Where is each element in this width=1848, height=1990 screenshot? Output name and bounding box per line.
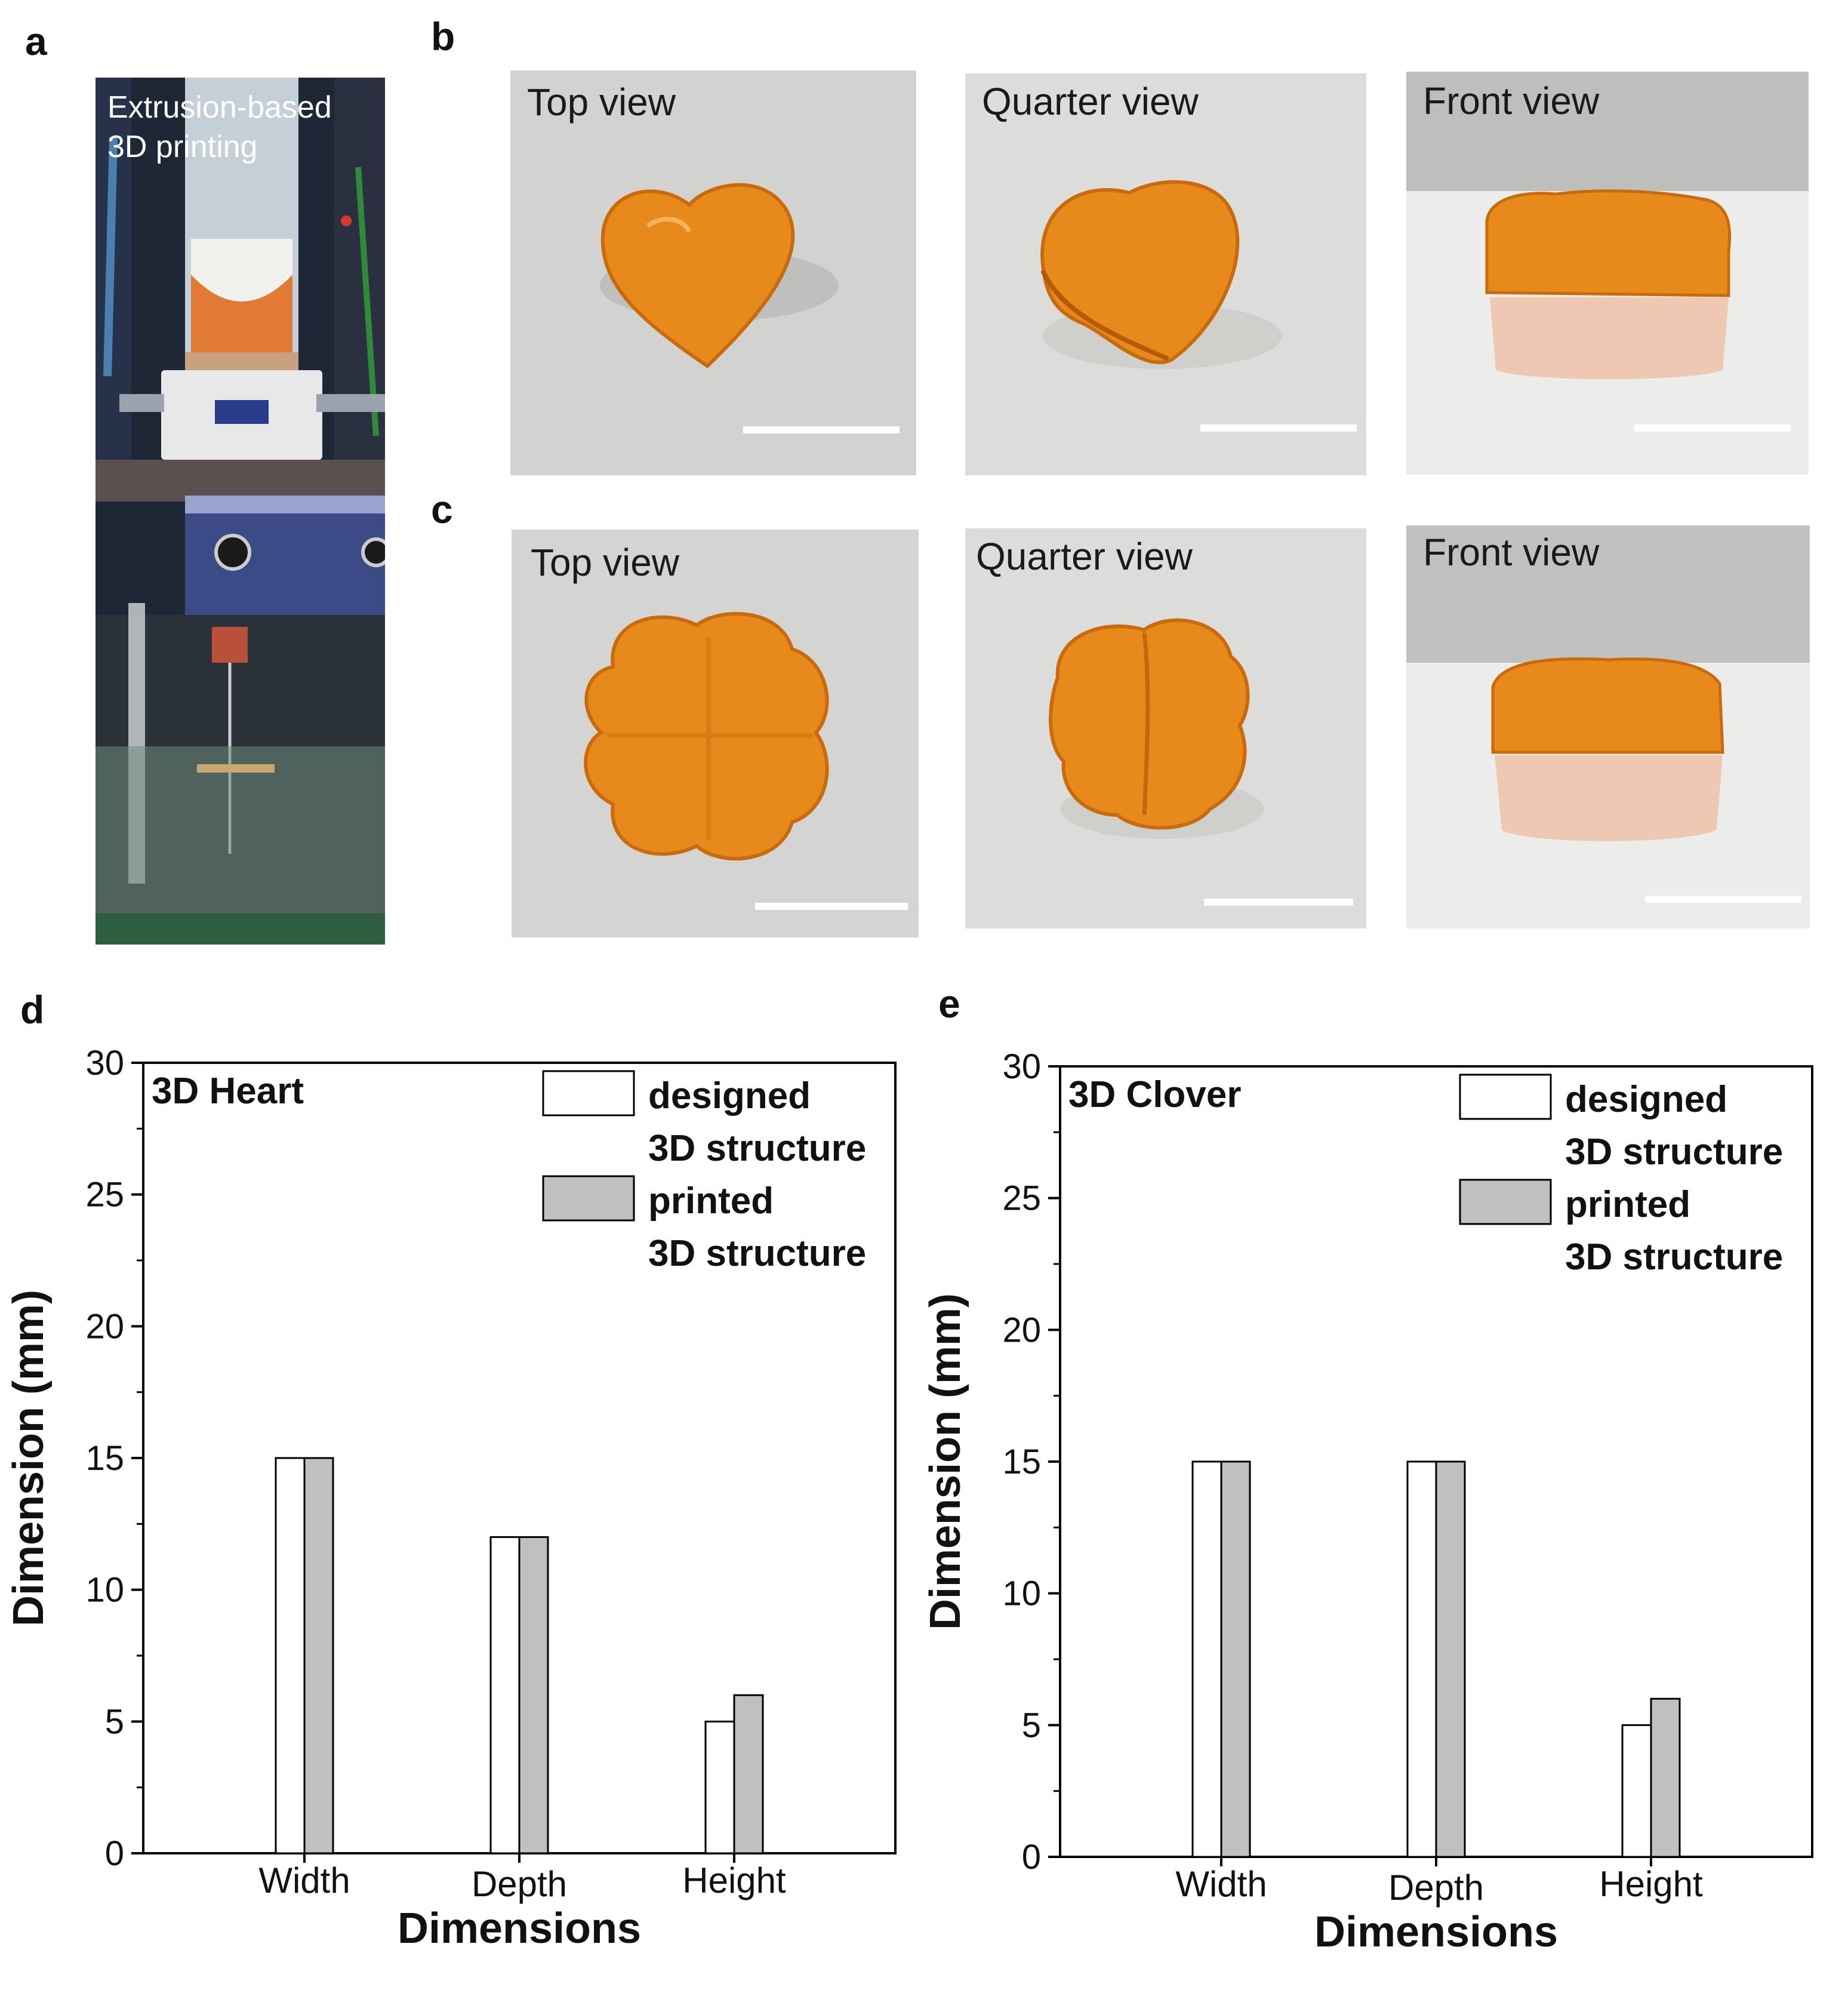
y-tick-label: 15	[1002, 1442, 1041, 1481]
bar-width-designed	[275, 1457, 306, 1854]
x-axis-title: Dimensions	[398, 1905, 641, 1952]
y-axis-title: Dimension (mm)	[922, 1293, 969, 1630]
y-tick-label: 10	[1002, 1574, 1041, 1613]
x-tick-label: Depth	[472, 1864, 567, 1904]
legend-swatch-designed	[542, 1070, 635, 1117]
bar-height-designed	[1621, 1724, 1652, 1858]
clover-dimension-chart: 0 5 10 15 20 25 30 Width Depth Height Dimensions Di…	[922, 1047, 1813, 1956]
scale-bar	[1204, 899, 1353, 906]
legend-swatch-printed	[1459, 1179, 1552, 1225]
scale-bar	[1634, 425, 1791, 432]
clover-front-shape	[1406, 525, 1810, 928]
heart-front-shape	[1406, 72, 1809, 475]
bar-height-designed	[704, 1720, 735, 1854]
y-tick-label: 30	[1002, 1047, 1041, 1086]
y-tick-label: 30	[85, 1044, 124, 1082]
heart-dimension-chart: 0 5 10 15 20 25 30 Width Depth Height Dimensions Di…	[5, 1044, 897, 1952]
x-axis-title: Dimensions	[1314, 1908, 1558, 1956]
panel-letter-b: b	[431, 14, 455, 59]
clover-front-view-label: Front view	[1423, 531, 1600, 574]
y-tick-label: 0	[1022, 1838, 1041, 1877]
bar-width-printed	[303, 1457, 334, 1854]
scale-bar	[1645, 896, 1801, 903]
legend-label: 3D structure	[648, 1233, 866, 1274]
scale-bar	[755, 903, 908, 910]
printer-photo: Extrusion-based 3D printing	[96, 78, 385, 945]
bar-depth-printed	[1435, 1460, 1466, 1858]
x-tick-label: Height	[1599, 1864, 1703, 1904]
legend-swatch-designed	[1459, 1074, 1552, 1120]
legend-swatch-printed	[542, 1175, 635, 1222]
heart-top-view-label: Top view	[527, 81, 676, 124]
panel-letter-d: d	[20, 988, 45, 1032]
y-tick-label: 10	[85, 1571, 124, 1610]
panel-letter-a: a	[25, 19, 47, 63]
legend-label: 3D structure	[1565, 1131, 1783, 1173]
heart-top-view-photo: Top view	[510, 70, 916, 475]
bar-height-printed	[1650, 1697, 1681, 1858]
clover-quarter-view-photo: Quarter view	[965, 528, 1366, 928]
heart-quarter-view-label: Quarter view	[982, 80, 1199, 123]
y-tick-label: 25	[1002, 1179, 1041, 1218]
heart-quarter-view-photo: Quarter view	[965, 73, 1366, 475]
legend-label: designed	[648, 1075, 811, 1117]
legend-label: printed	[1565, 1184, 1690, 1225]
scale-bar	[1200, 425, 1357, 432]
x-tick-label: Width	[258, 1860, 350, 1900]
panel-letter-c: c	[431, 487, 453, 531]
y-tick-label: 15	[85, 1439, 124, 1478]
legend-label: 3D structure	[1565, 1237, 1783, 1278]
x-tick-label: Height	[682, 1860, 786, 1900]
heart-front-view-label: Front view	[1423, 79, 1600, 122]
bar-width-designed	[1191, 1460, 1222, 1858]
y-tick-label: 20	[1002, 1311, 1041, 1349]
y-tick-label: 20	[85, 1307, 124, 1346]
legend-label: printed	[648, 1180, 774, 1222]
printer-illustration	[96, 78, 385, 945]
heart-top-shape	[600, 183, 839, 368]
y-tick-label: 5	[1022, 1706, 1041, 1745]
clover-quarter-view-label: Quarter view	[976, 535, 1193, 578]
bar-height-printed	[733, 1694, 764, 1854]
bar-depth-printed	[518, 1536, 549, 1854]
printer-caption-line2: 3D printing	[107, 130, 258, 164]
chart-title: 3D Heart	[152, 1071, 304, 1112]
bar-width-printed	[1220, 1460, 1251, 1858]
y-tick-label: 25	[85, 1176, 124, 1214]
heart-front-view-photo: Front view	[1406, 72, 1809, 475]
legend-label: designed	[1565, 1079, 1727, 1120]
panel-letter-e: e	[938, 982, 960, 1026]
bar-depth-designed	[1406, 1460, 1437, 1858]
heart-quarter-shape	[1040, 180, 1282, 369]
x-tick-label: Width	[1175, 1864, 1267, 1904]
clover-top-view-photo: Top view	[512, 530, 919, 937]
y-tick-label: 5	[105, 1702, 124, 1741]
x-tick-label: Depth	[1388, 1868, 1484, 1908]
y-axis-title: Dimension (mm)	[5, 1290, 53, 1626]
printer-caption-line1: Extrusion-based	[107, 90, 332, 125]
clover-top-shape	[584, 611, 829, 861]
scale-bar	[743, 426, 900, 433]
clover-quarter-shape	[1049, 618, 1264, 839]
bar-depth-designed	[489, 1536, 520, 1854]
legend-label: 3D structure	[648, 1128, 866, 1169]
chart-title: 3D Clover	[1068, 1074, 1241, 1115]
clover-front-view-photo: Front view	[1406, 525, 1810, 928]
y-tick-label: 0	[105, 1834, 124, 1873]
clover-top-view-label: Top view	[531, 541, 679, 584]
